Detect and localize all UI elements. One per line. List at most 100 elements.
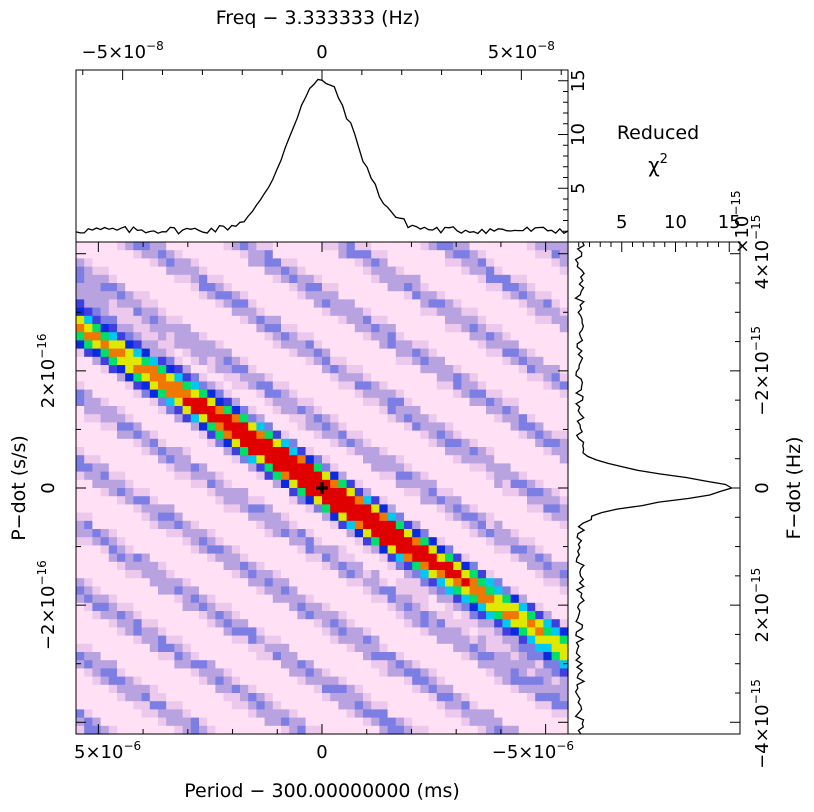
heatmap-cell (453, 537, 462, 546)
heatmap-cell (141, 602, 151, 612)
heatmap-cell (486, 291, 495, 300)
heatmap-cell (338, 389, 348, 399)
heatmap-cell (240, 594, 249, 604)
heatmap-cell (158, 479, 167, 489)
heatmap-cell (354, 545, 364, 555)
heatmap-cell (272, 373, 282, 382)
heatmap-cell (387, 258, 397, 268)
heatmap-cell (199, 496, 208, 505)
heatmap-cell (141, 529, 151, 538)
heatmap-cell (477, 414, 487, 423)
heatmap-cell (379, 693, 389, 702)
heatmap-cell (469, 291, 479, 300)
heatmap-cell (92, 684, 102, 694)
heatmap-cell (346, 274, 356, 284)
heatmap-cell (477, 430, 487, 440)
heatmap-cell (436, 307, 446, 317)
heatmap-cell (272, 274, 282, 284)
heatmap-cell (494, 496, 503, 505)
heatmap-cell (199, 545, 208, 555)
heatmap-cell (371, 356, 380, 366)
freq-tick-label-mantissa: 0 (316, 42, 327, 63)
heatmap-cell (272, 422, 282, 432)
heatmap-cell (494, 520, 503, 530)
heatmap-cell (486, 676, 495, 686)
heatmap-cell (264, 365, 274, 374)
heatmap-cell (363, 652, 372, 661)
heatmap-cell (469, 611, 479, 620)
heatmap-cell (199, 602, 208, 612)
heatmap-cell (190, 332, 200, 341)
heatmap-cell (84, 373, 93, 382)
heatmap-cell (510, 529, 520, 538)
heatmap-cell (371, 578, 380, 587)
heatmap-cell (395, 660, 405, 669)
heatmap-cell (158, 324, 167, 333)
heatmap-cell (100, 545, 110, 555)
heatmap-cell (395, 422, 405, 432)
heatmap-cell (248, 274, 257, 284)
heatmap-cell (502, 635, 512, 645)
heatmap-cell (502, 725, 512, 735)
heatmap-cell (92, 504, 102, 514)
heatmap-cell (108, 635, 118, 645)
heatmap-cell (281, 504, 290, 514)
heatmap-cell (92, 520, 102, 530)
heatmap-cell (354, 668, 364, 678)
heatmap-cell (502, 602, 512, 612)
heatmap-cell (92, 242, 102, 251)
heatmap-cell (502, 479, 512, 489)
heatmap-cell (453, 586, 462, 596)
heatmap-cell (199, 512, 208, 522)
heatmap-cell (84, 471, 93, 481)
heatmap-cell (461, 717, 471, 727)
heatmap-cell (125, 701, 134, 710)
heatmap-cell (223, 602, 233, 612)
heatmap-cell (190, 660, 200, 669)
heatmap-cell (256, 553, 266, 563)
heatmap-cell (313, 373, 323, 382)
heatmap-cell (502, 455, 512, 464)
heatmap-cell (297, 701, 307, 710)
heatmap-cell (223, 274, 233, 284)
heatmap-cell (305, 307, 315, 317)
heatmap-cell (264, 693, 274, 702)
heatmap-cell (281, 250, 290, 259)
heatmap-cell (420, 258, 430, 268)
heatmap-cell (289, 652, 298, 661)
heatmap-cell (461, 348, 471, 358)
heatmap-cell (354, 307, 364, 317)
heatmap-cell (502, 389, 512, 399)
heatmap-cell (379, 701, 389, 710)
heatmap-cell (84, 725, 93, 735)
heatmap-cell (371, 709, 380, 719)
heatmap-cell (256, 307, 266, 317)
heatmap-cell (428, 422, 438, 432)
heatmap-cell (264, 258, 274, 268)
heatmap-cell (387, 242, 397, 251)
heatmap-cell (76, 381, 85, 391)
heatmap-cell (141, 250, 151, 259)
heatmap-cell (371, 627, 380, 637)
heatmap-cell (502, 422, 512, 432)
heatmap-cell (264, 660, 274, 669)
heatmap-cell (428, 389, 438, 399)
heatmap-cell (363, 512, 372, 522)
heatmap-cell (297, 643, 307, 653)
heatmap-cell (125, 635, 134, 645)
heatmap-cell (117, 471, 126, 481)
heatmap-cell (158, 652, 167, 661)
heatmap-cell (84, 586, 93, 596)
heatmap-cell (338, 438, 348, 448)
heatmap-cell (141, 545, 151, 555)
heatmap-cell (305, 414, 315, 423)
heatmap-cell (166, 447, 175, 456)
heatmap-cell (322, 422, 331, 432)
heatmap-cell (379, 463, 389, 473)
heatmap-cell (346, 250, 356, 259)
heatmap-cell (543, 684, 553, 694)
heatmap-cell (338, 324, 348, 333)
heatmap-cell (469, 537, 479, 546)
heatmap-cell (125, 447, 134, 456)
